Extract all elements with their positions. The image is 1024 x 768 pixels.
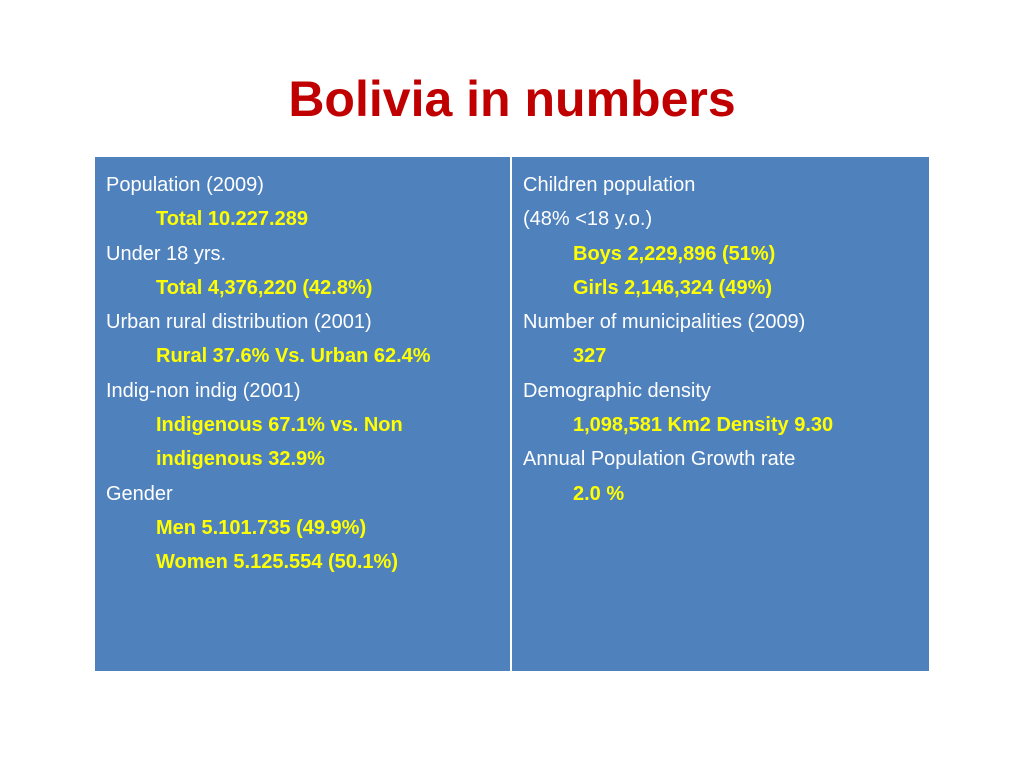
stat-value: Men 5.101.735 (49.9%) [156,516,367,539]
stat-value: Women 5.125.554 (50.1%) [156,551,398,574]
stat-label: Indig-non indig (2001) [106,379,301,402]
stat-label: (48% <18 y.o.) [523,208,653,231]
stat-label: Children population [523,174,696,196]
stat-value: Girls 2,146,324 (49%) [573,276,773,299]
stat-label: Demographic density [523,379,711,402]
stat-label: Number of municipalities (2009) [523,311,806,334]
stat-value: Total 10.227.289 [156,208,308,231]
right-column: Children population (48% <18 y.o.) Boys 2,… [512,157,929,671]
stat-value: Indigenous 67.1% vs. Non [156,414,403,437]
stat-value: 327 [573,345,607,368]
stats-table: Population (2009) Total 10.227.289 Under 1… [94,156,930,672]
stat-value: 1,098,581 Km2 Density 9.30 [573,414,834,437]
stat-value: indigenous 32.9% [156,448,325,471]
stat-value: Rural 37.6% Vs. Urban 62.4% [156,345,431,368]
stat-label: Annual Population Growth rate [523,448,796,471]
stat-value: Boys 2,229,896 (51%) [573,242,776,265]
stat-label: Urban rural distribution (2001) [106,311,372,334]
stat-label: Under 18 yrs. [106,242,227,265]
stat-value: Total 4,376,220 (42.8%) [156,276,373,299]
stat-label: Gender [106,482,173,505]
left-column: Population (2009) Total 10.227.289 Under 1… [95,157,512,671]
stat-label: Population (2009) [106,174,264,196]
slide-title: Bolivia in numbers [288,71,736,127]
stat-value: 2.0 % [573,482,625,505]
